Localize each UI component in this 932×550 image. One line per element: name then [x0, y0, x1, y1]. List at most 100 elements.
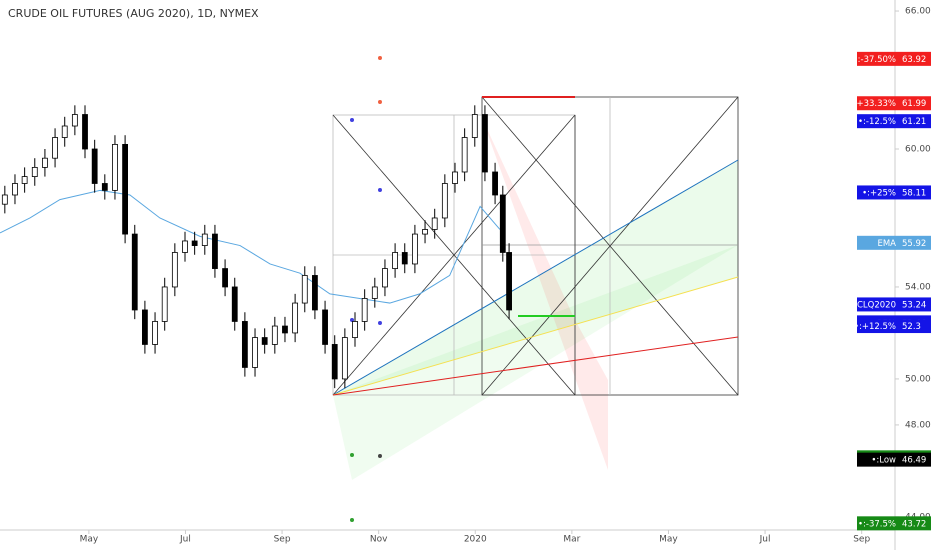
dot: [350, 118, 354, 122]
price-tag: •:-37.50% 63.92: [853, 51, 931, 66]
candle-body: [101, 183, 108, 191]
price-tag-box: [857, 51, 931, 66]
price-tag-label: CLQ2020: [857, 300, 896, 310]
candle-body: [241, 321, 248, 368]
price-tag: •:-37.5% 43.72: [857, 516, 931, 531]
candle-body: [21, 176, 28, 184]
candle-body: [471, 114, 478, 138]
price-tag: •:+33.33% 61.99: [849, 96, 931, 111]
fan-line: [332, 159, 739, 396]
candle-body: [91, 148, 98, 184]
price-tag: •:+25% 58.11: [857, 185, 931, 200]
price-tag-label: •:-37.50%: [853, 55, 896, 65]
dot: [378, 56, 382, 60]
candle-body: [371, 286, 378, 299]
candle-body: [182, 240, 188, 253]
price-tag-label: EMA: [877, 239, 896, 249]
price-tag-box: [857, 452, 931, 467]
price-tag-value: 61.21: [902, 117, 926, 127]
gann-line: [332, 114, 576, 396]
price-tag-box: [857, 235, 931, 250]
candle-body: [222, 268, 228, 288]
price-tag-value: 46.49: [902, 456, 926, 466]
candle-body: [171, 252, 178, 288]
candle-body: [71, 114, 78, 127]
candle-body: [131, 233, 138, 311]
candle-body: [492, 171, 498, 196]
dot: [350, 453, 354, 457]
candle-body: [12, 183, 18, 196]
candle-body: [301, 275, 308, 304]
candle-body: [431, 217, 438, 230]
y-tick-label: 66.00: [905, 7, 931, 17]
price-tag-label: •:-12.5%: [858, 117, 896, 127]
candle-body: [231, 286, 238, 322]
candle-body: [352, 321, 358, 338]
x-tick-label: Jul: [759, 535, 771, 545]
y-tick-label: 60.00: [905, 144, 931, 154]
price-tag-box: [857, 96, 931, 111]
price-tag-value: 43.72: [902, 519, 926, 529]
candle-body: [42, 157, 48, 168]
x-tick-label: 2020: [464, 535, 487, 545]
candle-body: [252, 337, 258, 368]
candle-body: [411, 233, 418, 265]
red-fill: [482, 118, 608, 470]
candle-body: [212, 233, 218, 269]
drawings: [332, 56, 739, 522]
candle-body: [499, 194, 506, 253]
dot: [378, 188, 382, 192]
x-tick-label: May: [659, 535, 678, 545]
price-tag-value: 53.24: [902, 300, 926, 310]
price-tag-box: [857, 516, 931, 531]
candle-body: [441, 183, 448, 219]
x-tick-label: Mar: [563, 535, 580, 545]
candle-body: [52, 137, 58, 159]
y-tick-label: 48.00: [905, 420, 931, 430]
chart-title: CRUDE OIL FUTURES (AUG 2020), 1D, NYMEX: [8, 7, 259, 20]
price-tag-box: [857, 114, 931, 129]
price-tag-value: 61.99: [902, 99, 926, 109]
dot: [378, 100, 382, 104]
gann-line: [481, 96, 739, 396]
price-tag: CLQ2020 53.24: [857, 297, 931, 312]
candle-body: [506, 252, 512, 311]
dot: [378, 321, 382, 325]
candle-body: [271, 325, 278, 345]
price-tag-value: 55.92: [902, 239, 926, 249]
y-tick-label: 54.00: [905, 282, 931, 292]
candle-body: [161, 286, 168, 322]
price-tag-label: •:+12.5%: [854, 322, 896, 332]
price-tag-label: •:+25%: [862, 188, 896, 198]
candle-body: [201, 233, 208, 246]
price-tag-box: [857, 185, 931, 200]
candle-body: [461, 137, 468, 173]
candle-body: [142, 309, 148, 345]
price-tag: EMA 55.92: [857, 235, 931, 250]
price-tag-box: [857, 319, 931, 334]
candle-body: [112, 143, 118, 191]
dot: [350, 318, 354, 322]
price-tag-label: •:-37.5%: [858, 519, 896, 529]
dot: [378, 454, 382, 458]
price-tag-box: [857, 297, 931, 312]
price-tag: •:Low 46.49: [857, 452, 931, 467]
price-tag-value: 58.11: [902, 188, 926, 198]
price-tag-value: 52.3: [902, 322, 921, 332]
dot: [350, 518, 354, 522]
candle-body: [152, 321, 158, 345]
fan-line: [332, 276, 739, 396]
candle-body: [361, 298, 368, 322]
candle-body: [482, 114, 488, 173]
candle-body: [452, 171, 458, 184]
candle-body: [31, 166, 38, 177]
candle-body: [382, 268, 388, 288]
candle-body: [422, 229, 428, 235]
candle-body: [341, 337, 348, 380]
candle-body: [392, 252, 398, 269]
candle-body: [282, 325, 288, 334]
x-tick-label: Sep: [853, 535, 870, 545]
price-tag: •:-12.5% 61.21: [857, 114, 931, 129]
candle-body: [261, 337, 268, 345]
